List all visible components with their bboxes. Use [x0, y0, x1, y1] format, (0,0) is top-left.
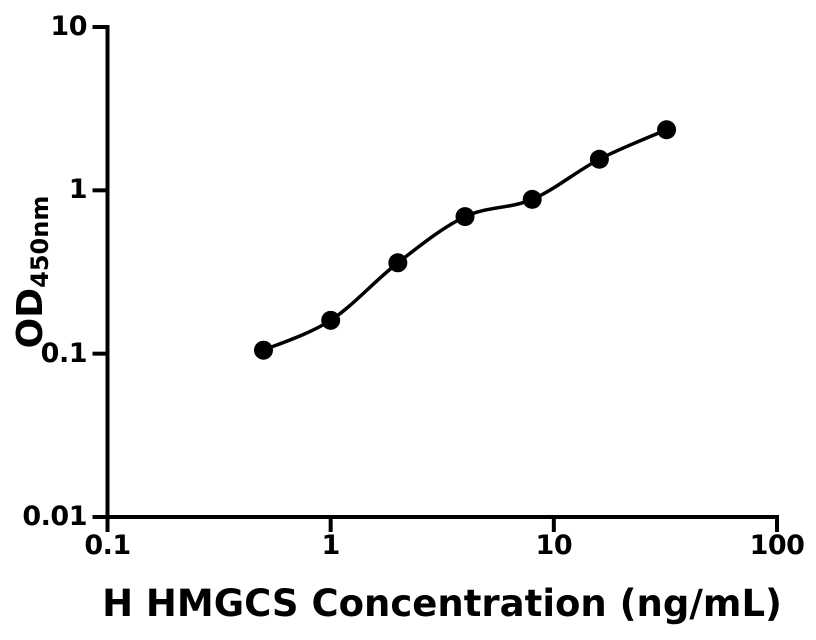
y-tick-label: 0.01: [22, 501, 87, 532]
x-tick-label: 10: [535, 530, 573, 561]
data-point: [455, 207, 475, 227]
data-point: [321, 310, 341, 330]
data-point: [657, 120, 677, 140]
data-point: [522, 189, 542, 209]
data-point: [253, 340, 273, 360]
data-point: [388, 253, 408, 273]
y-axis-title-subscript: 450nm: [26, 195, 54, 288]
x-tick-label: 100: [749, 530, 805, 561]
y-tick-label: 10: [50, 11, 87, 42]
y-tick-label: 0.1: [40, 337, 88, 369]
y-axis-title: OD450nm: [10, 196, 54, 349]
x-tick-label: 1: [321, 530, 341, 561]
y-tick-label: 1: [68, 174, 88, 206]
data-point: [589, 149, 609, 169]
y-axis-title-main: OD: [10, 287, 51, 349]
x-tick-label: 0.1: [84, 530, 131, 561]
x-axis-title: H HMGCS Concentration (ng/mL): [102, 582, 782, 625]
